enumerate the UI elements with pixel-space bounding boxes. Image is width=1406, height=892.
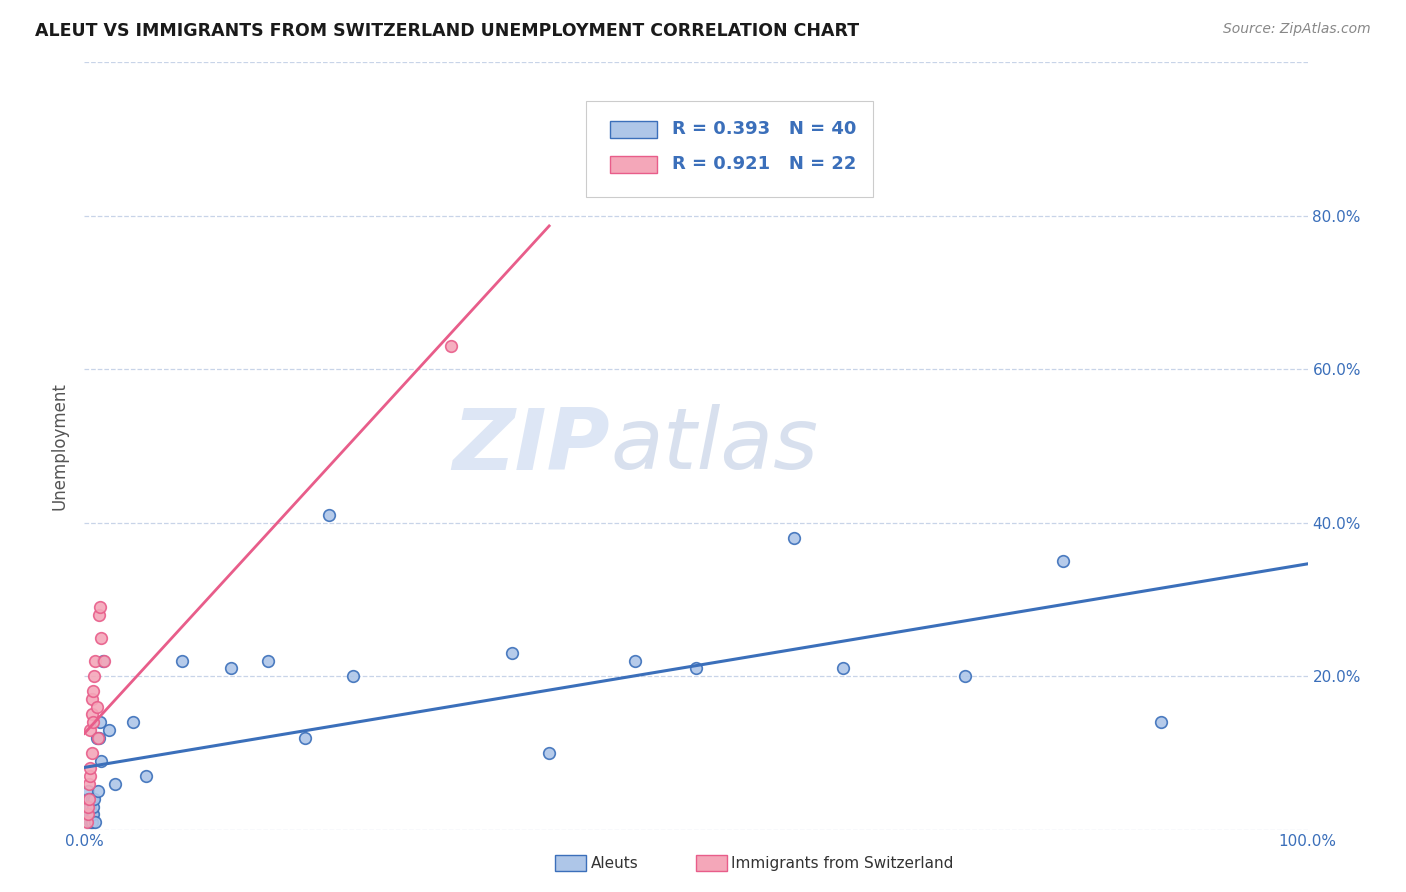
Point bbox=[538, 746, 561, 760]
Point bbox=[172, 654, 194, 668]
Point bbox=[80, 692, 103, 706]
Point bbox=[97, 723, 120, 737]
Point bbox=[122, 715, 145, 730]
Point bbox=[76, 814, 98, 829]
Point bbox=[624, 654, 647, 668]
Point bbox=[79, 723, 101, 737]
Point bbox=[257, 654, 280, 668]
Point bbox=[135, 769, 157, 783]
Point bbox=[294, 731, 316, 745]
Text: ZIP: ZIP bbox=[453, 404, 610, 488]
Point bbox=[80, 707, 103, 722]
FancyBboxPatch shape bbox=[586, 101, 873, 197]
Y-axis label: Unemployment: Unemployment bbox=[51, 382, 69, 510]
Point bbox=[82, 799, 104, 814]
Point bbox=[1150, 715, 1173, 730]
Point bbox=[83, 792, 105, 806]
Point bbox=[440, 339, 463, 353]
Point bbox=[84, 654, 107, 668]
Point bbox=[79, 807, 101, 822]
Point bbox=[80, 792, 103, 806]
Point bbox=[87, 731, 110, 745]
Point bbox=[84, 814, 107, 829]
Point bbox=[77, 776, 100, 790]
FancyBboxPatch shape bbox=[610, 120, 657, 137]
Point bbox=[79, 769, 101, 783]
Point bbox=[77, 799, 100, 814]
Point bbox=[831, 661, 853, 675]
Point bbox=[77, 807, 100, 822]
Text: Immigrants from Switzerland: Immigrants from Switzerland bbox=[731, 856, 953, 871]
Point bbox=[79, 761, 101, 775]
Point bbox=[77, 792, 100, 806]
Point bbox=[93, 654, 115, 668]
Point bbox=[77, 784, 100, 798]
Point bbox=[90, 631, 112, 645]
Point bbox=[77, 807, 100, 822]
Point bbox=[104, 776, 127, 790]
Point bbox=[91, 654, 114, 668]
Text: ALEUT VS IMMIGRANTS FROM SWITZERLAND UNEMPLOYMENT CORRELATION CHART: ALEUT VS IMMIGRANTS FROM SWITZERLAND UNE… bbox=[35, 22, 859, 40]
Point bbox=[87, 607, 110, 622]
Point bbox=[219, 661, 242, 675]
Text: atlas: atlas bbox=[610, 404, 818, 488]
Point bbox=[80, 814, 103, 829]
Point bbox=[953, 669, 976, 683]
Point bbox=[89, 715, 111, 730]
Text: Source: ZipAtlas.com: Source: ZipAtlas.com bbox=[1223, 22, 1371, 37]
Point bbox=[318, 508, 340, 522]
Point bbox=[783, 531, 806, 545]
Point bbox=[89, 600, 111, 615]
Point bbox=[79, 814, 101, 829]
Point bbox=[87, 731, 110, 745]
Point bbox=[1052, 554, 1074, 568]
Point bbox=[83, 669, 105, 683]
Point bbox=[80, 746, 103, 760]
Point bbox=[82, 715, 104, 730]
Text: R = 0.921   N = 22: R = 0.921 N = 22 bbox=[672, 155, 856, 173]
Text: R = 0.393   N = 40: R = 0.393 N = 40 bbox=[672, 120, 856, 138]
Text: Aleuts: Aleuts bbox=[591, 856, 638, 871]
Point bbox=[342, 669, 364, 683]
Point bbox=[80, 807, 103, 822]
FancyBboxPatch shape bbox=[610, 156, 657, 173]
Point bbox=[76, 792, 98, 806]
Point bbox=[77, 792, 100, 806]
Point bbox=[82, 684, 104, 698]
Point bbox=[86, 699, 108, 714]
Point bbox=[77, 799, 100, 814]
Point bbox=[86, 731, 108, 745]
Point bbox=[502, 646, 524, 660]
Point bbox=[685, 661, 707, 675]
Point bbox=[87, 784, 110, 798]
Point bbox=[82, 807, 104, 822]
Point bbox=[90, 754, 112, 768]
Point bbox=[79, 799, 101, 814]
